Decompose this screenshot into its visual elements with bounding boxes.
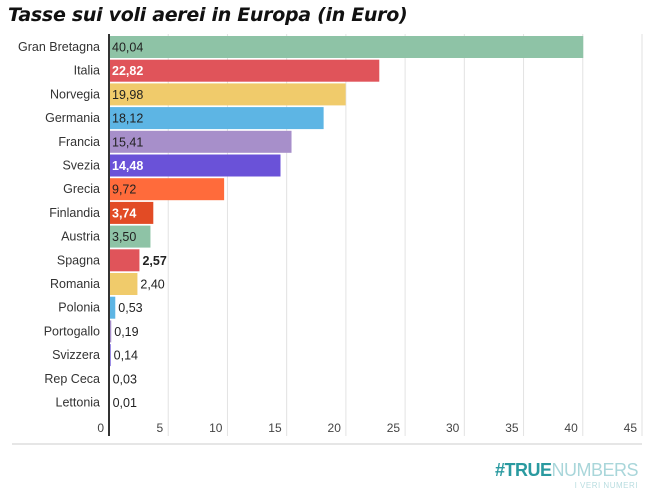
- x-tick-label: 30: [446, 421, 460, 435]
- data-label: 15,41: [112, 135, 143, 149]
- bar: [109, 178, 225, 201]
- data-label: 2,57: [142, 254, 166, 268]
- data-label: 0,01: [113, 396, 137, 410]
- data-label: 3,50: [112, 230, 136, 244]
- x-tick-label: 25: [387, 421, 401, 435]
- category-label: Finlandia: [49, 206, 100, 220]
- category-label: Norvegia: [50, 87, 100, 101]
- data-label: 9,72: [112, 183, 136, 197]
- data-label: 0,14: [114, 349, 138, 363]
- category-label: Austria: [61, 230, 100, 244]
- category-label: Svizzera: [52, 348, 100, 362]
- bar: [109, 225, 151, 248]
- x-tick-label: 15: [268, 421, 282, 435]
- bar: [109, 296, 116, 319]
- data-label: 19,98: [112, 88, 143, 102]
- x-tick-label: 0: [97, 421, 104, 435]
- category-label: Rep Ceca: [44, 372, 100, 386]
- bar: [109, 59, 380, 82]
- category-label: Portogallo: [44, 324, 100, 338]
- data-label: 22,82: [112, 64, 143, 78]
- bar-chart: 0 5 10 15 20 25 30 35 40 45 Gran Bretagna 40,04 Ital…: [12, 34, 643, 445]
- truenumbers-logo: #TRUENUMBERS I VERI NUMERI: [494, 460, 639, 491]
- category-label: Lettonia: [56, 396, 101, 410]
- category-label: Svezia: [62, 159, 100, 173]
- x-tick-label: 10: [209, 421, 223, 435]
- bar: [109, 201, 154, 224]
- category-label: Francia: [58, 135, 100, 149]
- category-label: Grecia: [63, 182, 100, 196]
- category-label: Germania: [45, 111, 100, 125]
- data-label: 3,74: [112, 206, 136, 220]
- data-label: 0,53: [118, 301, 142, 315]
- x-tick-label: 40: [564, 421, 578, 435]
- data-label: 0,19: [114, 325, 138, 339]
- bar: [109, 154, 281, 177]
- category-label: Polonia: [58, 301, 100, 315]
- bar: [109, 130, 292, 153]
- bar: [109, 83, 346, 106]
- data-label: 0,03: [113, 372, 137, 386]
- data-label: 2,40: [140, 278, 164, 292]
- logo-part2: NUMBERS: [551, 460, 638, 480]
- x-tick-label: 35: [505, 421, 519, 435]
- category-label: Spagna: [57, 253, 100, 267]
- logo-part1: #TRUE: [494, 460, 552, 480]
- logo-tagline: I VERI NUMERI: [574, 481, 638, 490]
- bar: [109, 320, 112, 343]
- bar: [109, 107, 324, 130]
- x-tick-label: 5: [157, 421, 164, 435]
- chart-title: Tasse sui voli aerei in Europa (in Euro): [8, 4, 408, 26]
- bar: [109, 36, 584, 58]
- x-tick-label: 45: [624, 421, 638, 435]
- data-label: 14,48: [112, 159, 143, 173]
- category-label: Gran Bretagna: [18, 40, 100, 54]
- bar: [109, 249, 140, 272]
- data-label: 40,04: [112, 41, 143, 55]
- category-label: Romania: [50, 277, 100, 291]
- data-label: 18,12: [112, 112, 143, 126]
- category-label: Italia: [74, 64, 100, 78]
- x-tick-label: 20: [328, 421, 342, 435]
- bar: [109, 273, 138, 295]
